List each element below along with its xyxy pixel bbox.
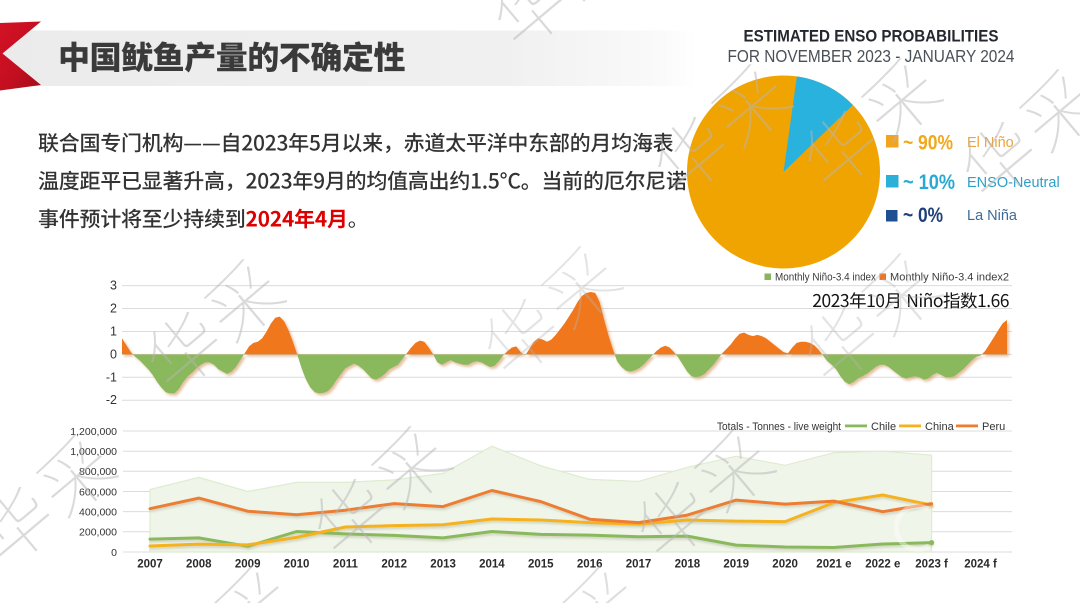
svg-text:2019: 2019 — [723, 559, 749, 571]
svg-text:Peru: Peru — [982, 421, 1005, 433]
svg-text:0: 0 — [110, 347, 117, 361]
svg-text:200,000: 200,000 — [79, 527, 117, 539]
svg-text:1: 1 — [110, 325, 117, 339]
svg-text:La Niña: La Niña — [967, 208, 1018, 224]
svg-text:ENSO-Neutral: ENSO-Neutral — [967, 175, 1060, 191]
svg-text:ESTIMATED ENSO PROBABILITIES: ESTIMATED ENSO PROBABILITIES — [744, 28, 999, 46]
svg-text:~ 0%: ~ 0% — [903, 204, 943, 227]
svg-text:2020: 2020 — [772, 559, 798, 571]
svg-text:FOR NOVEMBER 2023 - JANUARY 20: FOR NOVEMBER 2023 - JANUARY 2024 — [728, 46, 1015, 66]
svg-text:-1: -1 — [106, 370, 117, 384]
svg-text:600,000: 600,000 — [79, 486, 117, 498]
svg-text:-2: -2 — [106, 393, 117, 407]
svg-text:Totals - Tonnes - live weight: Totals - Tonnes - live weight — [717, 421, 841, 433]
svg-text:2010: 2010 — [284, 559, 310, 571]
svg-text:2023 f: 2023 f — [915, 559, 948, 571]
svg-text:2008: 2008 — [186, 559, 212, 571]
svg-text:2012: 2012 — [381, 559, 407, 571]
svg-text:2015: 2015 — [528, 559, 554, 571]
svg-text:China: China — [925, 421, 955, 433]
svg-text:~ 10%: ~ 10% — [903, 171, 955, 194]
svg-text:2: 2 — [110, 302, 117, 316]
svg-text:2011: 2011 — [333, 559, 359, 571]
svg-text:3: 3 — [110, 279, 117, 293]
svg-text:Monthly Niño-3.4 index: Monthly Niño-3.4 index — [775, 272, 877, 284]
svg-text:2017: 2017 — [626, 559, 652, 571]
svg-text:800,000: 800,000 — [79, 466, 117, 478]
svg-text:0: 0 — [111, 547, 117, 559]
svg-text:~ 90%: ~ 90% — [903, 132, 953, 155]
svg-text:2024 f: 2024 f — [964, 559, 997, 571]
svg-text:2021 e: 2021 e — [816, 559, 851, 571]
svg-text:400,000: 400,000 — [79, 506, 117, 518]
svg-text:2009: 2009 — [235, 559, 261, 571]
svg-text:2014: 2014 — [479, 559, 505, 571]
svg-text:2013: 2013 — [430, 559, 456, 571]
svg-text:Chile: Chile — [871, 421, 896, 433]
svg-text:1,200,000: 1,200,000 — [70, 426, 117, 438]
svg-text:1,000,000: 1,000,000 — [70, 446, 117, 458]
svg-text:2007: 2007 — [137, 559, 163, 571]
svg-text:2016: 2016 — [577, 559, 603, 571]
svg-text:2018: 2018 — [675, 559, 701, 571]
svg-text:2022 e: 2022 e — [865, 559, 900, 571]
